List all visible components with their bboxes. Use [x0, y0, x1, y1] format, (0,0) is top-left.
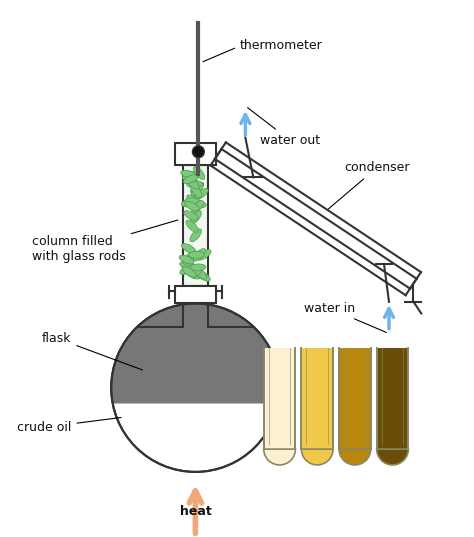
Ellipse shape	[193, 166, 205, 179]
Text: water in: water in	[304, 302, 386, 332]
Ellipse shape	[185, 201, 200, 211]
Text: heat: heat	[180, 505, 211, 518]
Circle shape	[192, 146, 204, 158]
Ellipse shape	[185, 198, 201, 205]
Text: condenser: condenser	[328, 161, 410, 209]
Ellipse shape	[180, 262, 195, 269]
Text: column filled
with glass rods: column filled with glass rods	[32, 220, 178, 263]
Ellipse shape	[182, 200, 198, 207]
Ellipse shape	[191, 182, 204, 193]
Ellipse shape	[186, 180, 202, 187]
Ellipse shape	[184, 177, 200, 186]
FancyBboxPatch shape	[339, 348, 371, 449]
Ellipse shape	[186, 220, 198, 233]
Ellipse shape	[181, 170, 196, 178]
Ellipse shape	[189, 251, 204, 258]
FancyBboxPatch shape	[174, 286, 216, 303]
Ellipse shape	[193, 249, 205, 261]
Ellipse shape	[190, 264, 206, 271]
Ellipse shape	[197, 271, 210, 281]
Ellipse shape	[194, 188, 208, 199]
Ellipse shape	[191, 184, 202, 198]
Ellipse shape	[182, 171, 198, 180]
Text: flask: flask	[42, 332, 142, 370]
Text: water out: water out	[247, 107, 320, 147]
Ellipse shape	[181, 199, 197, 207]
Ellipse shape	[188, 251, 201, 262]
Ellipse shape	[191, 265, 203, 277]
Ellipse shape	[186, 270, 201, 279]
Ellipse shape	[183, 175, 198, 184]
FancyBboxPatch shape	[264, 348, 295, 449]
Ellipse shape	[186, 199, 202, 206]
Text: crude oil: crude oil	[17, 417, 121, 434]
Text: thermometer: thermometer	[203, 39, 323, 62]
Ellipse shape	[191, 183, 203, 195]
FancyBboxPatch shape	[182, 165, 208, 286]
Polygon shape	[111, 303, 280, 403]
Ellipse shape	[183, 252, 195, 264]
FancyBboxPatch shape	[377, 348, 409, 449]
Ellipse shape	[186, 178, 200, 189]
Ellipse shape	[182, 244, 196, 253]
Ellipse shape	[184, 211, 198, 220]
FancyBboxPatch shape	[301, 348, 333, 449]
Ellipse shape	[191, 200, 203, 213]
Ellipse shape	[179, 255, 194, 264]
Wedge shape	[339, 449, 371, 465]
Ellipse shape	[194, 267, 207, 279]
Ellipse shape	[197, 250, 211, 260]
Ellipse shape	[190, 211, 201, 224]
FancyBboxPatch shape	[174, 143, 216, 165]
Ellipse shape	[191, 201, 206, 208]
Ellipse shape	[187, 195, 200, 206]
Wedge shape	[264, 449, 295, 465]
Ellipse shape	[180, 265, 194, 274]
Ellipse shape	[182, 267, 196, 277]
Ellipse shape	[190, 229, 201, 242]
Wedge shape	[301, 449, 333, 465]
Wedge shape	[377, 449, 409, 465]
